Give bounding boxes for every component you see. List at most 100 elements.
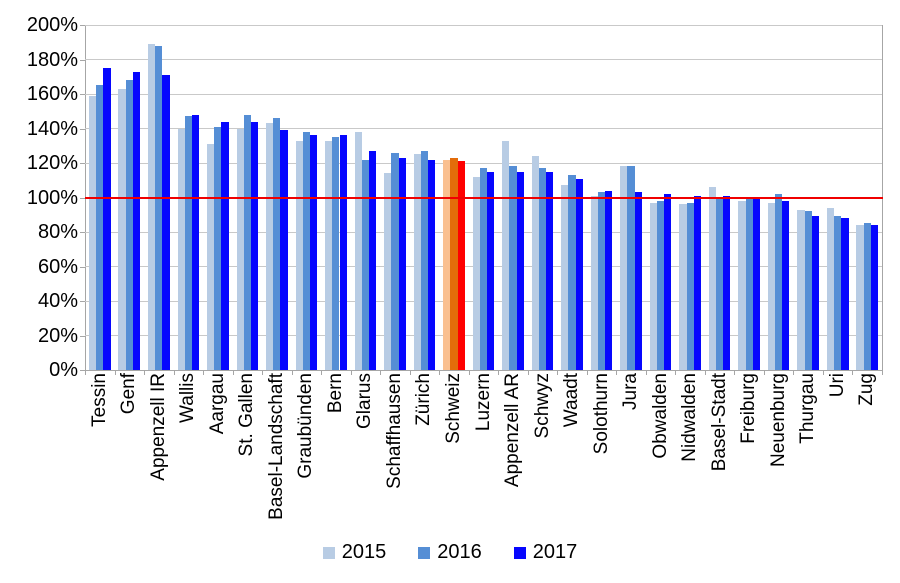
bar-2015-thurgau: [797, 209, 805, 370]
bar-2017-thurgau: [811, 216, 819, 370]
x-tick-6: [262, 370, 264, 375]
x-tick-10: [380, 370, 382, 375]
bar-2016-solothurn: [597, 192, 606, 370]
bar-2015-graub-nden: [295, 140, 303, 370]
gridline-180: [85, 59, 882, 60]
x-tick-12: [439, 370, 441, 375]
x-category-label-freiburg: Freiburg: [738, 373, 760, 444]
y-tick-20: [80, 335, 85, 337]
bar-2016-luzern: [479, 168, 488, 370]
x-tick-3: [173, 370, 175, 375]
bar-2016-aargau: [214, 126, 222, 370]
reference-line-100: [85, 196, 883, 199]
bar-2016-wallis: [184, 116, 192, 370]
bar-2017-st-gallen: [250, 121, 259, 370]
x-category-label-solothurn: Solothurn: [590, 373, 612, 455]
bar-2016-neuenburg: [775, 194, 783, 370]
bar-2015-appenzell-ir: [147, 43, 156, 370]
bar-2015-bern: [325, 140, 333, 370]
y-tick-label-20: 20%: [37, 324, 78, 347]
x-tick-21: [704, 370, 706, 375]
x-category-label-schweiz: Schweiz: [442, 373, 464, 444]
bar-2016-schaffhausen: [391, 152, 399, 370]
bar-2017-bern: [339, 135, 347, 370]
x-tick-2: [144, 370, 146, 375]
bar-2017-tessin: [103, 68, 111, 370]
x-category-label-wallis: Wallis: [177, 373, 199, 423]
bar-2017-obwalden: [664, 194, 672, 370]
x-category-label-uri: Uri: [826, 373, 848, 398]
legend-item-2017: 2017: [513, 541, 577, 564]
bar-2017-genf: [132, 71, 141, 370]
bar-2015-solothurn: [590, 195, 598, 370]
x-tick-5: [232, 370, 234, 375]
bar-2017-schweiz: [457, 161, 465, 370]
y-tick-40: [80, 301, 85, 302]
x-category-label-schwyz: Schwyz: [531, 373, 553, 439]
bar-2015-waadt: [561, 185, 569, 370]
bar-2015-luzern: [472, 176, 480, 370]
bar-2017-aargau: [221, 121, 229, 370]
x-tick-18: [616, 370, 618, 375]
legend-item-2016: 2016: [418, 541, 482, 564]
x-category-label-thurgau: Thurgau: [797, 373, 819, 444]
x-category-label-aargau: Aargau: [206, 373, 228, 435]
x-tick-16: [557, 370, 559, 375]
x-category-label-st-gallen: St. Gallen: [236, 373, 258, 457]
y-tick-140: [80, 128, 85, 130]
legend-item-2015: 2015: [322, 541, 387, 564]
bar-2015-basel-landschaft: [266, 123, 274, 370]
bar-2017-glarus: [369, 150, 377, 370]
bar-2017-waadt: [575, 178, 583, 370]
x-axis-line: [85, 370, 883, 371]
x-tick-4: [203, 370, 205, 375]
legend-label-2016: 2016: [437, 541, 482, 563]
gridline-140: [85, 128, 882, 129]
y-tick-80: [80, 232, 85, 233]
y-tick-label-120: 120%: [26, 152, 78, 174]
bar-2016-waadt: [568, 175, 576, 370]
x-category-label-basel-stadt: Basel-Stadt: [708, 373, 730, 472]
bar-2016-graub-nden: [302, 131, 310, 370]
bar-2017-zug: [870, 225, 879, 370]
bar-2016-appenzell-ir: [155, 45, 163, 370]
legend-label-2015: 2015: [341, 541, 387, 563]
bar-2015-jura: [620, 166, 628, 370]
y-tick-label-60: 60%: [37, 255, 78, 278]
y-tick-180: [80, 59, 85, 61]
x-tick-17: [586, 370, 588, 375]
x-category-label-z-rich: Zürich: [413, 373, 435, 426]
x-tick-15: [527, 370, 529, 375]
y-tick-label-100: 100%: [26, 186, 78, 209]
bar-2016-genf: [125, 80, 133, 370]
bar-2015-st-gallen: [236, 128, 244, 370]
x-category-label-bern: Bern: [324, 373, 346, 414]
legend-swatch-2017: [513, 546, 526, 559]
y-tick-label-180: 180%: [26, 48, 78, 71]
x-tick-8: [321, 370, 323, 375]
bar-2016-bern: [332, 137, 340, 370]
bar-2016-schwyz: [538, 168, 547, 370]
bar-2016-schweiz: [450, 157, 458, 370]
y-tick-200: [80, 25, 85, 26]
y-tick-0: [80, 370, 85, 371]
bar-2015-freiburg: [738, 200, 746, 370]
y-tick-label-40: 40%: [37, 290, 78, 312]
y-tick-100: [80, 197, 85, 199]
x-category-label-glarus: Glarus: [354, 373, 376, 429]
x-tick-14: [498, 370, 500, 375]
bar-2015-obwalden: [649, 202, 657, 370]
legend-swatch-2016: [418, 546, 431, 559]
bar-2015-aargau: [207, 144, 215, 370]
bar-2015-schweiz: [443, 159, 451, 370]
bar-2017-nidwalden: [693, 195, 701, 370]
bar-2016-glarus: [361, 159, 369, 370]
x-category-label-tessin: Tessin: [88, 373, 110, 427]
bar-2017-solothurn: [605, 190, 613, 370]
y-tick-label-80: 80%: [37, 221, 78, 243]
bar-2017-graub-nden: [309, 135, 318, 370]
bar-2017-wallis: [191, 114, 200, 370]
bar-2016-basel-stadt: [716, 199, 724, 370]
bar-2017-freiburg: [752, 199, 760, 370]
x-tick-19: [645, 370, 647, 375]
